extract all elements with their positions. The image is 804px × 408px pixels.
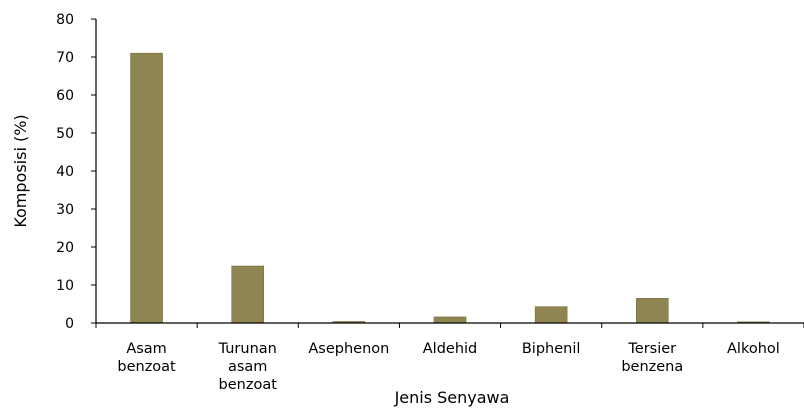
bar xyxy=(635,297,669,324)
x-category-label-line: Turunan xyxy=(218,341,277,357)
x-axis: Asam benzoat Turunan asam benzoat Asephenon Al… xyxy=(95,322,804,393)
y-tick-label: 70 xyxy=(56,50,74,66)
bar xyxy=(130,52,163,324)
x-category-label: Alkohol xyxy=(727,341,780,357)
bar xyxy=(534,306,568,324)
x-category-label: Aldehid xyxy=(423,341,478,357)
x-category-label: Asephenon xyxy=(308,341,389,357)
x-axis-title: Jenis Senyawa xyxy=(394,388,510,407)
x-category-label: Turunan asam benzoat xyxy=(218,341,278,393)
y-tick-label: 50 xyxy=(56,126,74,142)
x-category-label: Asam benzoat xyxy=(117,341,176,375)
x-category-label-line: Alkohol xyxy=(727,341,780,357)
x-category-label-line: Asephenon xyxy=(308,341,389,357)
x-category-label-line: benzoat xyxy=(117,359,176,375)
y-tick-label: 80 xyxy=(56,12,74,28)
y-tick-label: 60 xyxy=(56,88,74,104)
y-tick-label: 30 xyxy=(56,202,74,218)
x-category-label-line: Biphenil xyxy=(522,341,581,357)
bars-group xyxy=(130,52,770,324)
bar xyxy=(433,316,467,324)
x-category-label-line: benzoat xyxy=(219,377,278,393)
y-tick-label: 40 xyxy=(56,164,74,180)
x-category-label-line: Asam xyxy=(126,341,166,357)
y-tick-label: 10 xyxy=(56,278,74,294)
x-category-label-line: benzena xyxy=(621,359,683,375)
y-axis-title: Komposisi (%) xyxy=(11,114,30,227)
x-category-label: Tersier benzena xyxy=(621,341,683,375)
x-category-label-line: asam xyxy=(228,359,267,375)
x-category-label-line: Aldehid xyxy=(423,341,478,357)
bar xyxy=(231,265,265,324)
y-tick-label: 20 xyxy=(56,240,74,256)
x-category-label-line: Tersier xyxy=(627,341,676,357)
y-tick-label: 0 xyxy=(65,316,74,332)
x-category-label: Biphenil xyxy=(522,341,581,357)
y-axis: 0 10 20 30 40 50 60 70 80 xyxy=(56,12,97,332)
